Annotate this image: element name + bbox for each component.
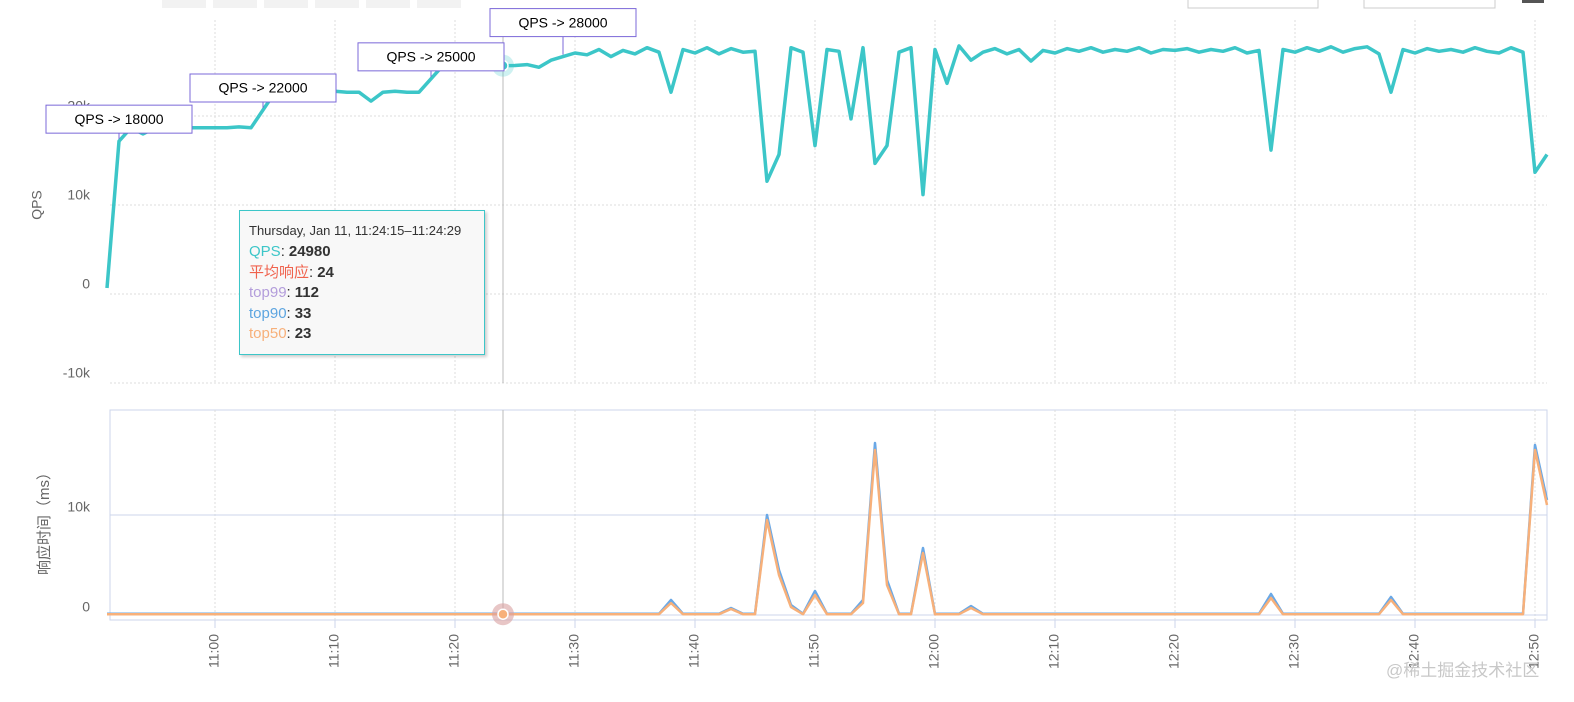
select-box[interactable] (1187, 0, 1319, 9)
annotation: QPS -> 18000 (45, 104, 193, 140)
tooltip-series-name: QPS (249, 243, 285, 260)
tooltip-row: top5023 (249, 324, 475, 345)
y-tick-label: -10k (63, 365, 91, 381)
tooltip-value: 24 (317, 263, 334, 281)
tooltip-series-name: top50 (249, 325, 291, 342)
tooltip-value: 23 (294, 325, 312, 343)
annotation-label: QPS -> 25000 (386, 49, 475, 65)
toolbar-button[interactable] (264, 0, 308, 8)
tooltip: Thursday, Jan 11, 11:24:15–11:24:29 QPS2… (239, 210, 485, 355)
toolbar (162, 0, 1544, 9)
x-tick-label: 12:40 (1406, 634, 1422, 669)
annotation-label: QPS -> 28000 (518, 14, 607, 30)
tooltip-series-name: 平均响应 (249, 264, 313, 281)
tooltip-value: 112 (294, 284, 319, 302)
watermark: @稀土掘金技术社区 (1386, 661, 1540, 680)
tooltip-title: Thursday, Jan 11, 11:24:15–11:24:29 (249, 223, 462, 238)
series-line (107, 448, 1549, 616)
annotation-label: QPS -> 22000 (218, 80, 307, 96)
y2-axis-title: 响应时间（ms） (35, 465, 53, 575)
tooltip-value: 33 (294, 304, 312, 322)
x-tick-label: 12:20 (1166, 634, 1182, 669)
y2-tick-label: 10k (67, 499, 91, 515)
y-tick-label: 10k (67, 187, 91, 203)
tooltip-row: 平均响应24 (249, 263, 475, 284)
tooltip-series-name: top90 (249, 305, 291, 322)
x-tick-label: 12:30 (1286, 634, 1302, 669)
hover-marker (497, 608, 509, 620)
toolbar-button[interactable] (315, 0, 359, 8)
tooltip-row: top99112 (249, 283, 475, 304)
x-tick-label: 11:00 (206, 634, 222, 668)
tooltip-series-name: top99 (249, 284, 291, 301)
annotation-label: QPS -> 18000 (74, 111, 163, 127)
x-tick-label: 12:10 (1046, 634, 1062, 669)
x-tick-label: 12:50 (1526, 634, 1542, 669)
toolbar-button[interactable] (417, 0, 461, 8)
annotation-box (45, 104, 193, 134)
x-tick-label: 11:20 (446, 634, 462, 668)
tooltip-row: QPS24980 (249, 242, 475, 263)
tooltip-row: top9033 (249, 304, 475, 325)
annotation: QPS -> 25000 (357, 42, 505, 77)
x-tick-label: 12:00 (926, 634, 942, 669)
annotation-box (189, 73, 337, 103)
y2-tick-label: 0 (82, 599, 90, 615)
x-tick-label: 11:50 (806, 634, 822, 668)
series-line (105, 44, 1549, 289)
y-tick-label: 0 (82, 276, 90, 292)
toolbar-button[interactable] (366, 0, 410, 8)
annotation: QPS -> 28000 (489, 8, 637, 55)
annotation-box (357, 42, 505, 72)
toolbar-button[interactable] (162, 0, 206, 8)
x-tick-label: 11:10 (326, 634, 342, 668)
menu-button[interactable] (1522, 0, 1544, 3)
toolbar-button[interactable] (213, 0, 257, 8)
annotation-box (489, 8, 637, 38)
x-tick-label: 11:30 (566, 634, 582, 668)
y-axis-title: QPS (29, 190, 45, 220)
series-line (107, 441, 1549, 616)
annotation: QPS -> 22000 (189, 73, 337, 108)
select-box[interactable] (1363, 0, 1496, 9)
x-tick-label: 11:40 (686, 634, 702, 668)
tooltip-value: 24980 (288, 243, 331, 260)
